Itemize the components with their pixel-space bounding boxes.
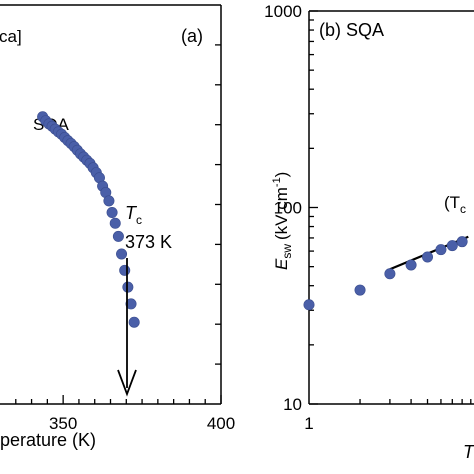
panel-b-data-point <box>446 240 458 252</box>
y-label-close: ) <box>272 172 291 178</box>
panel-a-data-point <box>103 195 115 207</box>
panel-b-annotation: (Tc <box>444 193 466 216</box>
tc-value: 373 K <box>125 232 172 252</box>
y-label-units: (kV cm <box>272 187 291 240</box>
panel-b-data-point <box>456 236 468 248</box>
panel-a-data-point <box>106 206 118 218</box>
panel-a-x-ticks <box>15 395 222 404</box>
panel-b-data-point <box>422 251 434 263</box>
panel-a-x-tick-label: 350 <box>49 414 77 433</box>
panel-a-data-point <box>119 264 131 276</box>
panel-a-points <box>37 111 140 328</box>
panel-a-data-point <box>109 217 121 229</box>
tc-annotation: Tc <box>125 203 142 227</box>
tc-subscript: c <box>136 213 142 227</box>
panel-b-label: (b) SQA <box>319 20 384 40</box>
panel-b-y-tick-labels: 10 100 1000 <box>264 2 302 414</box>
panel-b-data-point <box>354 284 366 296</box>
panel-b-annotation-text: (T <box>444 193 460 212</box>
panel-b-y-tick-label: 1000 <box>264 2 302 21</box>
panel-b-x-axis-label: T <box>463 442 474 462</box>
panel-a-data-point <box>116 248 128 260</box>
panel-a-data-point <box>112 230 124 242</box>
panel-b-y-axis-label: Esw (kV cm-1) <box>271 172 294 270</box>
panel-a-data-point <box>128 316 140 328</box>
y-label-e: E <box>272 258 291 270</box>
panel-a-label: (a) <box>181 26 203 46</box>
panel-b-y-tick-label: 100 <box>274 199 302 218</box>
panel-b-y-tick-label: 10 <box>283 395 302 414</box>
tc-arrow-head <box>117 369 137 397</box>
tc-arrow <box>117 258 137 397</box>
panel-a-data-point <box>125 298 137 310</box>
panel-a-x-axis-label: perature (K) <box>0 430 96 450</box>
y-label-sup: -1 <box>271 177 283 187</box>
tc-symbol: T <box>125 203 138 223</box>
y-label-sub: sw <box>280 244 294 259</box>
panel-b-annotation-sub: c <box>460 202 466 216</box>
panel-a-x-tick-labels: 350 400 <box>49 414 235 433</box>
panel-b-x-tick-labels: 1 <box>304 414 313 433</box>
panel-a-legend-fragment: ca] <box>0 27 22 46</box>
panel-b-data-point <box>303 299 315 311</box>
panel-b-points <box>303 236 468 311</box>
panel-b-data-point <box>384 268 396 280</box>
panel-b-data-point <box>405 259 417 271</box>
panel-b: 10 100 1000 (b) SQA Esw (kV cm-1) (Tc 1 T <box>264 2 474 462</box>
panel-a-x-tick-label: 400 <box>207 414 235 433</box>
panel-b-data-point <box>435 244 447 256</box>
panel-b-y-ticks <box>309 10 472 405</box>
panel-a-right-ticks <box>215 44 221 365</box>
panel-b-x-tick-label: 1 <box>304 414 313 433</box>
